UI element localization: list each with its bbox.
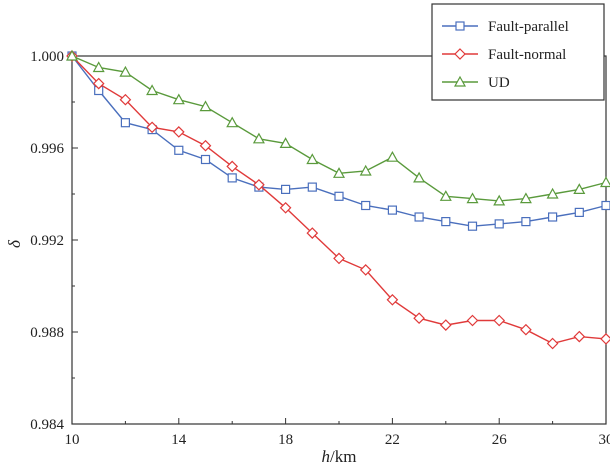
- data-point: [413, 312, 425, 325]
- data-point: [333, 252, 345, 265]
- data-point: [92, 61, 105, 73]
- y-tick-label: 0.988: [30, 325, 64, 341]
- data-point: [119, 65, 132, 77]
- data-point: [546, 337, 559, 350]
- data-point: [573, 330, 586, 343]
- data-point: [65, 49, 79, 61]
- legend-marker: [454, 48, 466, 60]
- data-point: [279, 137, 292, 148]
- y-tick-label: 0.996: [30, 141, 64, 157]
- data-point: [279, 201, 292, 214]
- x-axis-var: h: [322, 447, 331, 466]
- data-point: [281, 184, 291, 194]
- x-axis: 10 14 18 22 26 30: [65, 418, 610, 448]
- data-point: [334, 191, 344, 201]
- data-point: [600, 333, 610, 345]
- data-point: [466, 192, 479, 204]
- data-point: [466, 314, 479, 327]
- legend-label: Fault-normal: [488, 47, 566, 63]
- data-point: [200, 154, 211, 165]
- series-fault-normal: [66, 50, 610, 350]
- series-fault-parallel: [67, 51, 610, 231]
- data-point: [172, 93, 185, 105]
- data-point: [227, 173, 237, 183]
- data-point: [439, 190, 452, 201]
- data-point: [146, 84, 159, 96]
- data-point: [573, 183, 586, 194]
- legend-marker: [455, 21, 465, 31]
- data-point: [306, 153, 319, 165]
- data-point: [307, 182, 317, 192]
- x-tick-label: 30: [599, 432, 610, 448]
- data-point: [441, 217, 451, 227]
- x-tick-label: 18: [278, 432, 293, 448]
- data-point: [521, 217, 531, 227]
- x-tick-label: 22: [385, 432, 400, 448]
- legend-label: Fault-parallel: [488, 19, 569, 35]
- data-point: [359, 164, 372, 176]
- data-point: [386, 150, 399, 162]
- data-point: [387, 205, 397, 215]
- legend-item: UD: [442, 75, 510, 91]
- data-point: [119, 93, 132, 106]
- data-point: [361, 200, 371, 211]
- y-axis-title: δ: [5, 239, 24, 248]
- legend-marker: [453, 75, 467, 87]
- data-point: [199, 139, 212, 152]
- data-point: [226, 160, 239, 173]
- data-point: [359, 264, 372, 276]
- data-point: [252, 132, 265, 144]
- data-point: [601, 200, 610, 211]
- data-point: [253, 178, 265, 191]
- data-point: [439, 319, 452, 331]
- data-point: [332, 167, 346, 178]
- data-point: [493, 314, 506, 327]
- legend-label: UD: [488, 75, 510, 91]
- legend-item: Fault-normal: [442, 47, 566, 63]
- data-point: [386, 293, 399, 306]
- data-point: [467, 221, 478, 231]
- y-axis: 1.000 0.996 0.992 0.988 0.984: [30, 49, 78, 433]
- data-point: [92, 77, 105, 90]
- data-point: [494, 219, 504, 229]
- series-ud: [65, 49, 610, 206]
- x-tick-label: 10: [65, 432, 80, 448]
- data-point: [599, 176, 610, 188]
- x-tick-label: 14: [171, 432, 187, 448]
- plot-area: [71, 55, 607, 425]
- data-point: [306, 227, 319, 239]
- x-axis-unit: /km: [330, 447, 356, 466]
- data-point: [120, 118, 131, 128]
- data-point: [520, 323, 532, 336]
- x-tick-label: 26: [492, 432, 508, 448]
- legend-item: Fault-parallel: [442, 19, 569, 35]
- data-point: [546, 187, 559, 199]
- y-tick-label: 1.000: [30, 49, 64, 65]
- x-axis-title: h/km: [322, 447, 357, 466]
- y-tick-label: 0.984: [30, 417, 64, 433]
- data-point: [174, 145, 184, 155]
- data-point: [146, 121, 158, 134]
- data-point: [199, 100, 212, 112]
- data-point: [226, 116, 239, 128]
- data-point: [574, 207, 584, 217]
- data-point: [493, 194, 506, 206]
- series-layer: [65, 49, 610, 350]
- legend: Fault-parallel Fault-normal UD: [431, 3, 605, 101]
- data-point: [172, 126, 185, 138]
- data-point: [519, 192, 532, 204]
- data-point: [413, 171, 426, 183]
- data-point: [414, 212, 424, 222]
- y-tick-label: 0.992: [30, 233, 64, 249]
- data-point: [547, 212, 558, 222]
